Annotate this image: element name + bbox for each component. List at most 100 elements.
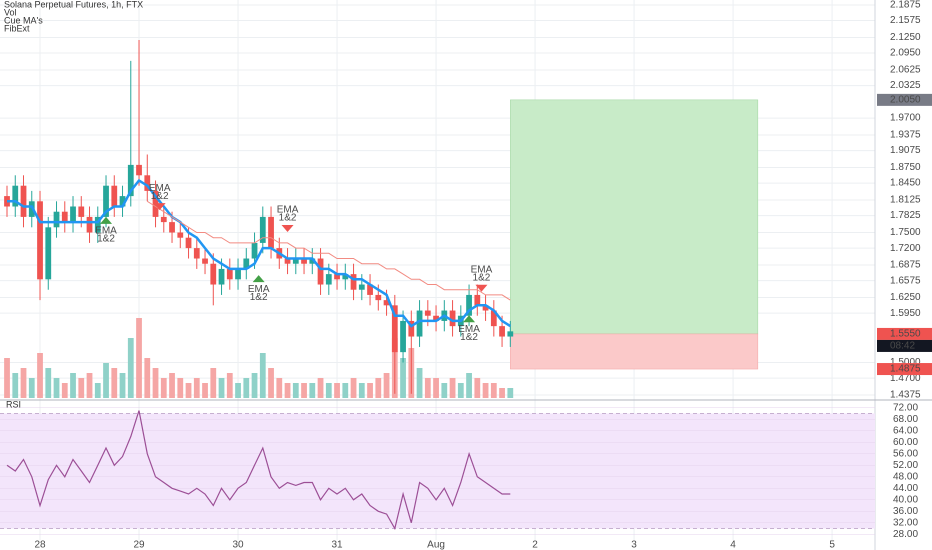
x-tick-label: 2 [532, 540, 538, 550]
candle-body [160, 216, 167, 223]
rsi-tick-label: 56.00 [893, 448, 918, 459]
candle-body [94, 216, 101, 233]
candle-body [202, 258, 208, 264]
volume-bar [193, 378, 200, 398]
volume-bar [243, 378, 250, 398]
candle-body [507, 331, 514, 337]
y-tick-label: 1.6575 [890, 275, 921, 286]
y-tick-label: 1.8450 [890, 178, 921, 189]
volume-bar [28, 378, 35, 398]
volume-bar [301, 383, 307, 398]
rsi-tick-label: 60.00 [893, 437, 918, 448]
volume-bar [317, 378, 324, 398]
candle-body [53, 211, 60, 228]
x-tick-label: 3 [631, 540, 637, 550]
signal-label: EMA [471, 264, 493, 275]
candle-body [70, 206, 76, 223]
candle-body [103, 185, 109, 217]
candle-body [235, 268, 241, 280]
x-tick-label: Aug [427, 540, 445, 550]
loss-zone [510, 333, 759, 370]
y-tick-label: 1.6250 [890, 292, 921, 303]
signal-label: EMA [95, 226, 117, 237]
signal-label: EMA [149, 183, 171, 194]
candle-body [391, 305, 398, 353]
volume-bar [86, 373, 93, 398]
volume-bar [45, 368, 52, 398]
volume-bar [119, 373, 126, 398]
volume-bar [4, 358, 10, 398]
volume-bar [367, 383, 373, 398]
y-tick-label: 1.8750 [890, 162, 921, 173]
signal-sub: 1&2 [250, 292, 268, 303]
volume-bar [218, 378, 225, 398]
volume-bar [482, 383, 489, 398]
volume-bar [499, 388, 505, 398]
signal-label: EMA [458, 324, 480, 335]
signal-marker [475, 284, 488, 292]
candle-body [482, 305, 489, 311]
candle-body [358, 284, 365, 290]
candle-body [490, 310, 497, 327]
candle-body [317, 258, 324, 285]
volume-bar [383, 373, 390, 398]
candle-body [400, 320, 406, 353]
candle-body [251, 242, 258, 259]
rsi-title: RSI [6, 399, 21, 409]
volume-bar [441, 383, 448, 398]
volume-bar [400, 358, 406, 398]
y-tick-label: 1.9700 [890, 113, 921, 124]
price-label-box [877, 93, 932, 106]
candle-body [136, 164, 142, 176]
volume-bar [259, 353, 266, 398]
x-tick-label: 28 [34, 540, 46, 550]
volume-bar [152, 368, 159, 398]
signal-sub: 1&2 [460, 332, 478, 343]
y-tick-label: 1.5950 [890, 308, 921, 319]
rsi-tick-label: 44.00 [893, 483, 918, 494]
candle-body [424, 310, 431, 316]
volume-bar [358, 383, 365, 398]
candle-body [474, 294, 481, 306]
rsi-tick-label: 32.00 [893, 517, 918, 528]
x-tick-label: 29 [133, 540, 145, 550]
y-tick-label: 2.0625 [890, 65, 921, 76]
volume-bar [276, 378, 283, 398]
volume-bar [185, 383, 192, 398]
y-tick-label: 1.6875 [890, 260, 921, 271]
volume-bar [136, 318, 142, 398]
volume-bar [342, 383, 349, 398]
candle-body [383, 300, 390, 306]
candle-body [111, 185, 118, 207]
signal-sub: 1&2 [151, 191, 169, 202]
rsi-tick-label: 68.00 [893, 414, 918, 425]
candle-body [45, 227, 52, 280]
candle-body [78, 206, 85, 217]
volume-bar [490, 383, 497, 398]
candle-body [226, 268, 233, 280]
candle-body [309, 258, 316, 264]
y-tick-label: 2.1875 [890, 0, 921, 11]
volume-bar [94, 383, 101, 398]
volume-bar [416, 368, 423, 398]
countdown: 08:42 [890, 341, 915, 352]
volume-bar [202, 383, 208, 398]
signal-sub: 1&2 [97, 234, 115, 245]
candle-body [61, 211, 68, 223]
y-tick-label: 2.0950 [890, 48, 921, 59]
candle-body [185, 237, 192, 249]
candle-body [12, 185, 19, 207]
countdown-box [877, 339, 932, 352]
candle-body [292, 258, 299, 264]
chart-title: Solana Perpetual Futures, 1h, FTX [4, 0, 143, 9]
volume-bar [235, 383, 241, 398]
price-label: 1.5550 [890, 329, 921, 340]
signal-sub: 1&2 [473, 272, 491, 283]
candle-body [284, 258, 291, 264]
price-label-box [877, 363, 932, 376]
candle-body [408, 320, 415, 337]
signal-label: EMA [248, 284, 270, 295]
volume-bar [61, 383, 68, 398]
volume-bar [177, 378, 184, 398]
signal-marker [100, 216, 113, 224]
